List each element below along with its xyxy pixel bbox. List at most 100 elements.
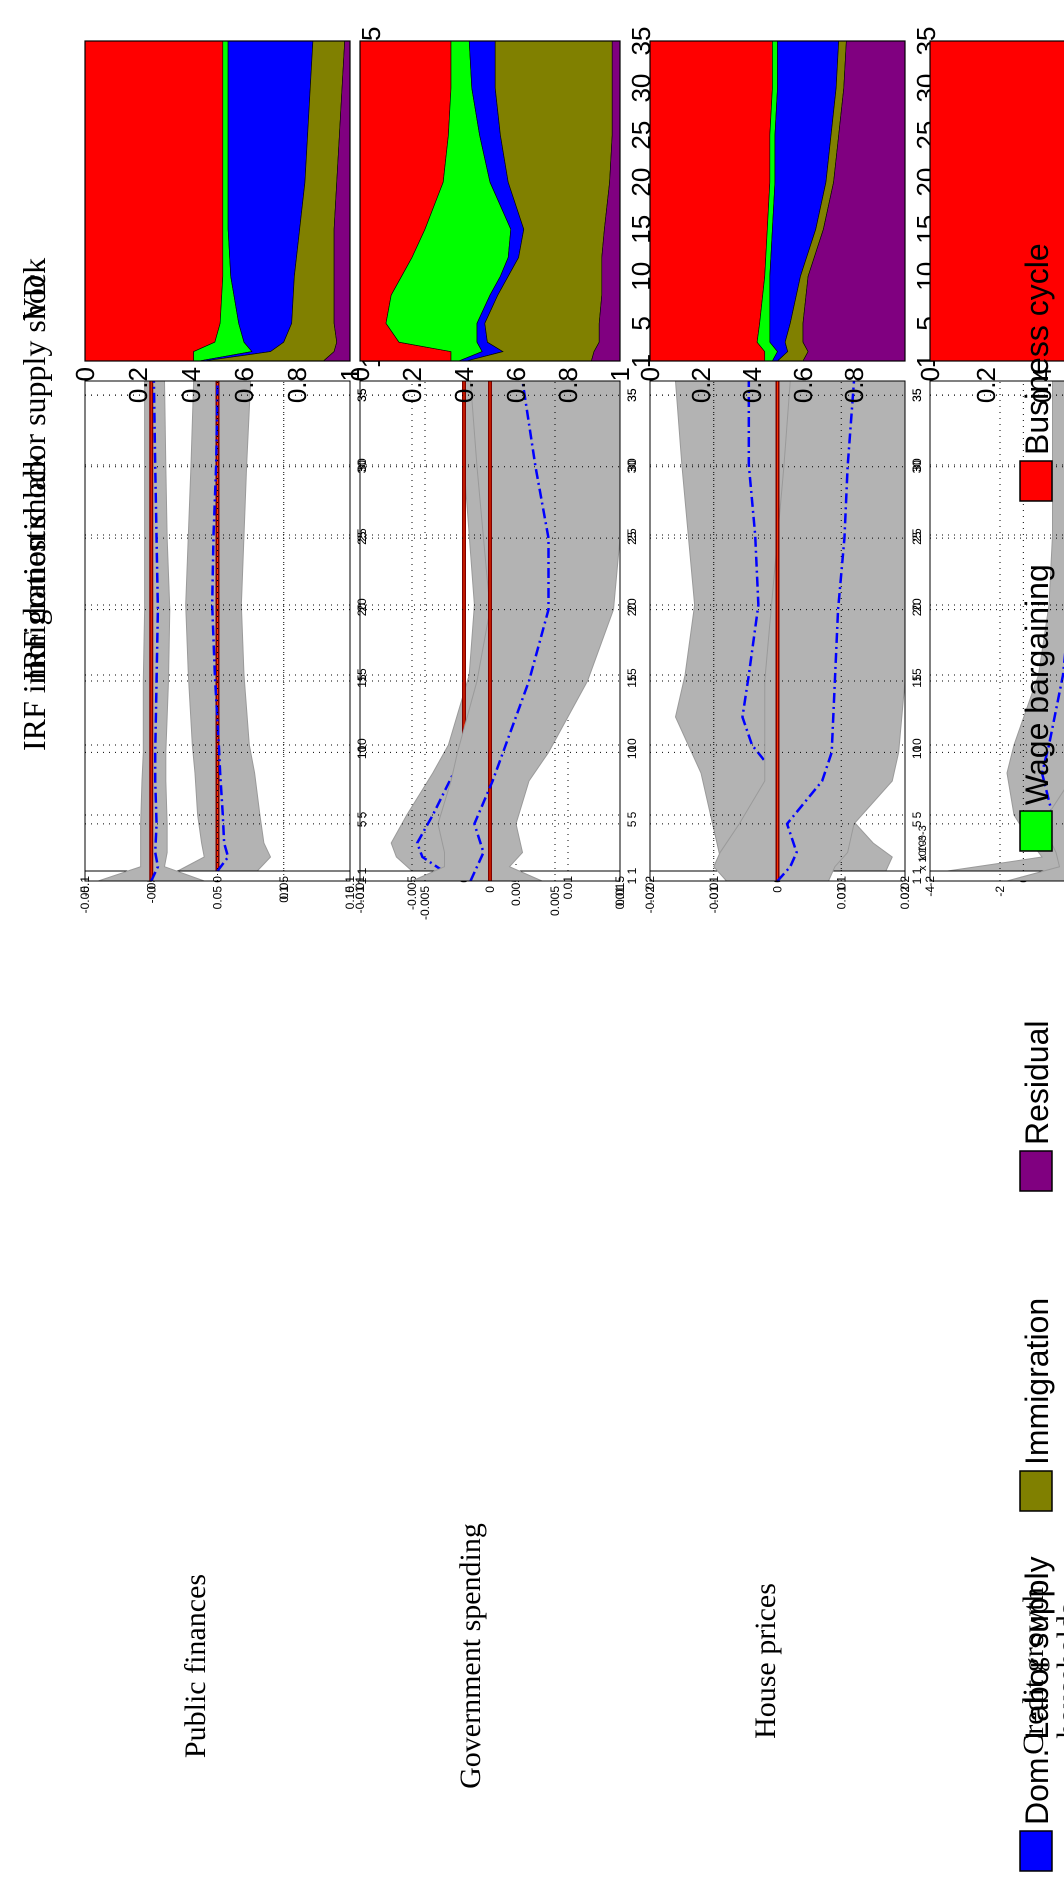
y-tick-label: -0.02 <box>643 876 657 904</box>
x-tick-label: 35 <box>625 388 639 402</box>
y-tick-label: 0.2 <box>123 367 153 403</box>
legend-item-dom-labor-supply: Dom. Labor supply <box>1019 1556 1055 1872</box>
legend-swatch <box>1019 810 1053 852</box>
vd-area-business-cycle <box>649 40 773 362</box>
tick-exponent: x 10^-3 <box>917 825 929 861</box>
x-tick-label: 15 <box>355 668 369 682</box>
y-tick-label: 0.01 <box>834 876 848 900</box>
x-tick-label: 30 <box>355 458 369 472</box>
x-tick-label: 30 <box>625 458 639 472</box>
y-tick-label: 0.2 <box>971 367 1001 403</box>
x-tick-label: 1 <box>910 877 924 884</box>
y-tick-label: 0 <box>345 367 375 381</box>
axes-frame <box>649 40 906 362</box>
x-tick-label: 15 <box>355 674 369 688</box>
x-tick-label: 10 <box>625 745 639 759</box>
x-tick-label: 10 <box>910 745 924 759</box>
y-tick-label: 1 <box>605 367 635 381</box>
title-irf-immigration: IRF immigration shock <box>16 452 52 751</box>
axes-frame <box>359 40 621 362</box>
y-tick-label: 0.1 <box>343 876 357 893</box>
y-tick-label: 0.6 <box>501 367 531 403</box>
y-tick-label: 0 <box>70 367 100 381</box>
y-tick-label: 0.6 <box>788 367 818 403</box>
x-tick-label: 25 <box>910 528 924 542</box>
y-tick-label: 0.8 <box>839 367 869 403</box>
x-tick-label: 35 <box>625 388 639 402</box>
y-tick-label: -0.005 <box>418 886 432 920</box>
y-tick-label: 0 <box>144 886 158 893</box>
x-tick-label: 5 <box>910 811 924 818</box>
x-tick-label: 30 <box>910 460 924 474</box>
x-tick-label: 30 <box>355 460 369 474</box>
y-tick-label: -4 <box>923 886 937 897</box>
median-line <box>150 380 160 882</box>
legend-label: Residual <box>1019 1020 1055 1145</box>
legend-label: Immigration <box>1019 1298 1055 1465</box>
y-tick-label: -0.01 <box>353 886 367 914</box>
x-tick-label: 1 <box>625 867 639 874</box>
x-tick-label: 35 <box>910 388 924 402</box>
axes-frame <box>649 380 906 882</box>
y-tick-label: 0.01 <box>561 876 575 900</box>
y-tick-label: 0.1 <box>277 886 291 903</box>
row-label-public-finances: Public finances <box>179 1574 212 1758</box>
y-tick-label: 0.8 <box>553 367 583 403</box>
tick-exponent: x 10^-3 <box>917 835 929 871</box>
x-tick-label: 5 <box>625 820 639 827</box>
y-tick-label: 0.4 <box>737 367 767 403</box>
x-tick-label: 35 <box>355 388 369 402</box>
y-tick-label: 0 <box>483 886 497 893</box>
y-tick-label: 0.01 <box>834 886 848 910</box>
median-line <box>469 380 550 882</box>
row-label-credit-growth: Credit growth <box>1017 1587 1050 1754</box>
x-tick-label: 20 <box>910 603 924 617</box>
confidence-band <box>177 380 272 872</box>
x-tick-label: 35 <box>355 388 369 402</box>
x-tick-label: 20 <box>625 598 639 612</box>
y-tick-label: 0.4 <box>449 367 479 403</box>
x-tick-label: 10 <box>355 738 369 752</box>
y-tick-label: 0.05 <box>277 876 291 900</box>
legend-swatch <box>1019 1830 1053 1872</box>
y-tick-label: -0.02 <box>643 886 657 914</box>
y-tick-label: -0.01 <box>353 876 367 904</box>
legend-label: Wage bargaining <box>1019 564 1055 805</box>
x-tick-label: 10 <box>625 738 639 752</box>
axes-frame <box>84 380 351 882</box>
y-tick-label: 0.8 <box>282 367 312 403</box>
x-tick-label: 20 <box>355 598 369 612</box>
x-tick-label: 25 <box>625 528 639 542</box>
y-tick-label: 0.01 <box>613 886 627 910</box>
median-line <box>210 380 230 872</box>
y-tick-label: 0.05 <box>211 886 225 910</box>
y-tick-label: 0.02 <box>898 876 912 900</box>
x-tick-label: 5 <box>625 811 639 818</box>
confidence-band <box>411 380 621 882</box>
x-tick-label: 20 <box>625 603 639 617</box>
x-tick-label: 15 <box>910 668 924 682</box>
legend-label: Dom. Labor supply <box>1019 1556 1055 1825</box>
y-tick-label: 0.4 <box>1027 367 1057 403</box>
y-tick-label: 1 <box>335 367 365 381</box>
y-tick-label: 0.015 <box>613 876 627 906</box>
x-tick-label: 5 <box>626 316 656 330</box>
y-tick-label: 0.2 <box>397 367 427 403</box>
x-tick-label: 15 <box>625 668 639 682</box>
y-tick-label: 0.02 <box>898 886 912 910</box>
title-vd: VD <box>16 275 52 321</box>
y-tick-label: -0.005 <box>405 876 419 910</box>
x-tick-label: 5 <box>355 820 369 827</box>
legend-item-wage-bargaining: Wage bargaining <box>1019 564 1055 852</box>
y-tick-label: 0.6 <box>229 367 259 403</box>
legend-item-residual: Residual <box>1019 1020 1055 1192</box>
x-tick-label: 30 <box>625 460 639 474</box>
legend-label: Business cycle <box>1019 243 1055 455</box>
x-tick-label: 1 <box>626 354 656 368</box>
